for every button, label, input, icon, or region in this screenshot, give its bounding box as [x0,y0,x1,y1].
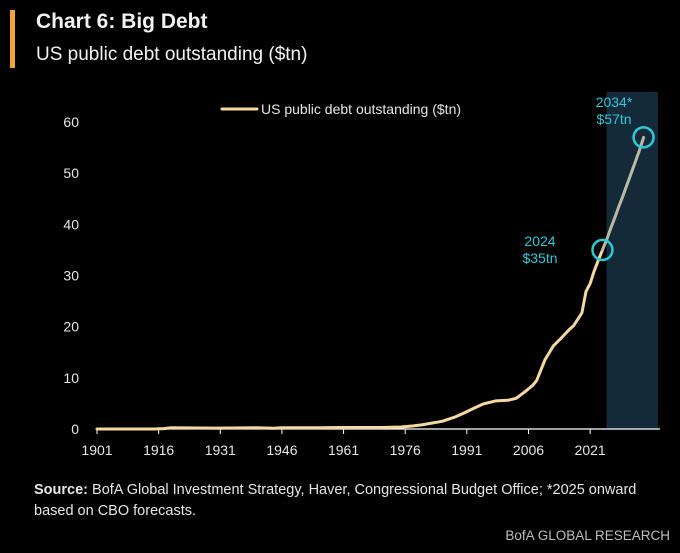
annotation-2034-year: 2034* [596,94,633,110]
y-tick-label: 10 [63,370,79,386]
legend-label: US public debt outstanding ($tn) [261,101,461,117]
y-tick-label: 0 [71,421,79,437]
y-tick-label: 60 [63,114,79,130]
forecast-shade [606,92,658,429]
brand-label: BofA GLOBAL RESEARCH [505,528,670,543]
y-tick-label: 20 [63,319,79,335]
annotation-2034-value: $57tn [596,111,631,127]
x-tick-label: 1946 [266,442,297,458]
x-tick-label: 2021 [575,442,606,458]
debt-actual-line [95,248,604,431]
y-tick-label: 40 [63,216,79,232]
x-tick-label: 1991 [451,442,482,458]
annotation-2024-value: $35tn [522,250,557,266]
x-tick-label: 2006 [513,442,544,458]
source-note: Source: BofA Global Investment Strategy,… [34,480,664,522]
annotation-2024-year: 2024 [524,233,555,249]
annotation-circle-2024 [591,238,614,262]
chart-subtitle: US public debt outstanding ($tn) [36,44,308,65]
y-tick-label: 50 [63,165,79,181]
chart-title: Chart 6: Big Debt [36,10,208,33]
annotation-circle-2034 [632,126,655,149]
x-tick-label: 1931 [205,442,236,458]
x-tick-label: 1976 [390,442,421,458]
x-tick-label: 1961 [328,442,359,458]
y-tick-label: 30 [63,268,79,284]
x-tick-label: 1901 [81,442,112,458]
source-text: BofA Global Investment Strategy, Haver, … [34,482,637,519]
source-label: Source: [34,482,88,498]
x-tick-label: 1916 [143,442,174,458]
title-accent-bar [10,10,15,68]
debt-forecast-line [601,135,646,252]
